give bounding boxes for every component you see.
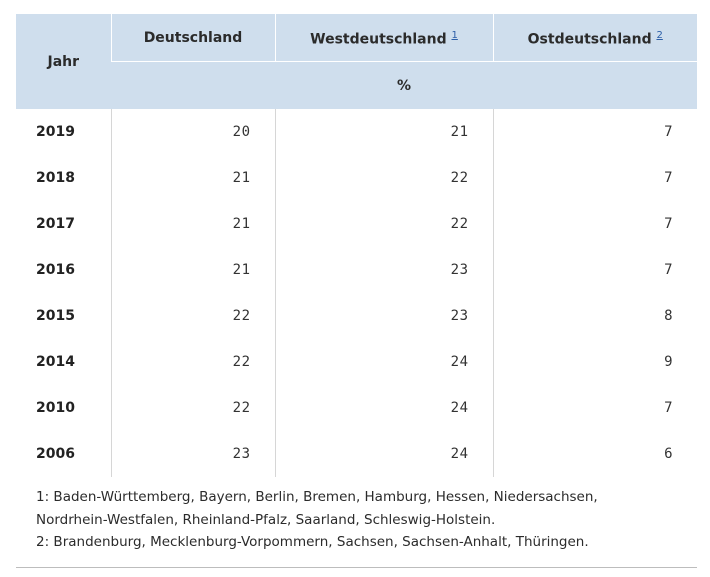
- cell-ostdeutschland: 7: [492, 247, 697, 293]
- cell-ostdeutschland: 6: [492, 431, 697, 477]
- data-table: Jahr Deutschland Westdeutschland 1 Ostde…: [16, 14, 697, 477]
- cell-deutschland: 23: [110, 431, 275, 477]
- footnote-1-line-2: Nordrhein-Westfalen, Rheinland-Pfalz, Sa…: [36, 511, 496, 528]
- cell-year: 2006: [36, 446, 75, 462]
- cell-westdeutschland: 24: [274, 431, 493, 477]
- footnotes: 1: Baden-Württemberg, Bayern, Berlin, Br…: [36, 486, 686, 554]
- cell-westdeutschland: 24: [274, 339, 493, 385]
- cell-deutschland: 21: [110, 247, 275, 293]
- footnote-link-2[interactable]: 2: [656, 30, 663, 42]
- cell-year: 2014: [36, 354, 75, 370]
- header-westdeutschland: Westdeutschland 1: [274, 14, 493, 62]
- table-row: 2018 21 22 7: [16, 155, 697, 201]
- bottom-divider: [16, 567, 697, 568]
- cell-year: 2017: [36, 216, 75, 232]
- cell-ostdeutschland: 9: [492, 339, 697, 385]
- table-row: 2017 21 22 7: [16, 201, 697, 247]
- header-west-label: Westdeutschland: [310, 31, 447, 48]
- cell-deutschland: 22: [110, 385, 275, 431]
- table-row: 2016 21 23 7: [16, 247, 697, 293]
- footnote-link-1[interactable]: 1: [451, 30, 458, 42]
- table-row: 2006 23 24 6: [16, 431, 697, 477]
- cell-westdeutschland: 23: [274, 247, 493, 293]
- cell-deutschland: 22: [110, 293, 275, 339]
- footnote-2: 2: Brandenburg, Mecklenburg-Vorpommern, …: [36, 534, 589, 550]
- table-row: 2019 20 21 7: [16, 109, 697, 155]
- data-table-wrapper: Jahr Deutschland Westdeutschland 1 Ostde…: [16, 14, 697, 477]
- table-body: 2019 20 21 7 2018 21 22 7 2017 21 22 7 2…: [16, 109, 697, 477]
- cell-deutschland: 22: [110, 339, 275, 385]
- cell-year: 2016: [36, 262, 75, 278]
- cell-westdeutschland: 21: [274, 109, 493, 155]
- cell-ostdeutschland: 7: [492, 155, 697, 201]
- cell-ostdeutschland: 8: [492, 293, 697, 339]
- cell-year: 2019: [36, 124, 75, 140]
- table-row: 2010 22 24 7: [16, 385, 697, 431]
- header-deutschland: Deutschland: [110, 14, 275, 62]
- cell-ostdeutschland: 7: [492, 385, 697, 431]
- table-row: 2014 22 24 9: [16, 339, 697, 385]
- header-unit: %: [111, 61, 697, 109]
- header-deutschland-label: Deutschland: [143, 29, 243, 46]
- cell-year: 2015: [36, 308, 75, 324]
- cell-westdeutschland: 23: [274, 293, 493, 339]
- footnote-1-line-1: 1: Baden-Württemberg, Bayern, Berlin, Br…: [36, 489, 598, 505]
- cell-deutschland: 21: [110, 155, 275, 201]
- cell-year: 2018: [36, 170, 75, 186]
- cell-year: 2010: [36, 400, 75, 416]
- cell-westdeutschland: 24: [274, 385, 493, 431]
- cell-deutschland: 21: [110, 201, 275, 247]
- cell-westdeutschland: 22: [274, 201, 493, 247]
- header-ost-label: Ostdeutschland: [527, 31, 652, 48]
- table-row: 2015 22 23 8: [16, 293, 697, 339]
- cell-deutschland: 20: [110, 109, 275, 155]
- cell-ostdeutschland: 7: [492, 109, 697, 155]
- cell-westdeutschland: 22: [274, 155, 493, 201]
- table-header: Jahr Deutschland Westdeutschland 1 Ostde…: [16, 14, 697, 109]
- cell-ostdeutschland: 7: [492, 201, 697, 247]
- header-jahr: Jahr: [16, 14, 111, 109]
- header-ostdeutschland: Ostdeutschland 2: [492, 14, 697, 62]
